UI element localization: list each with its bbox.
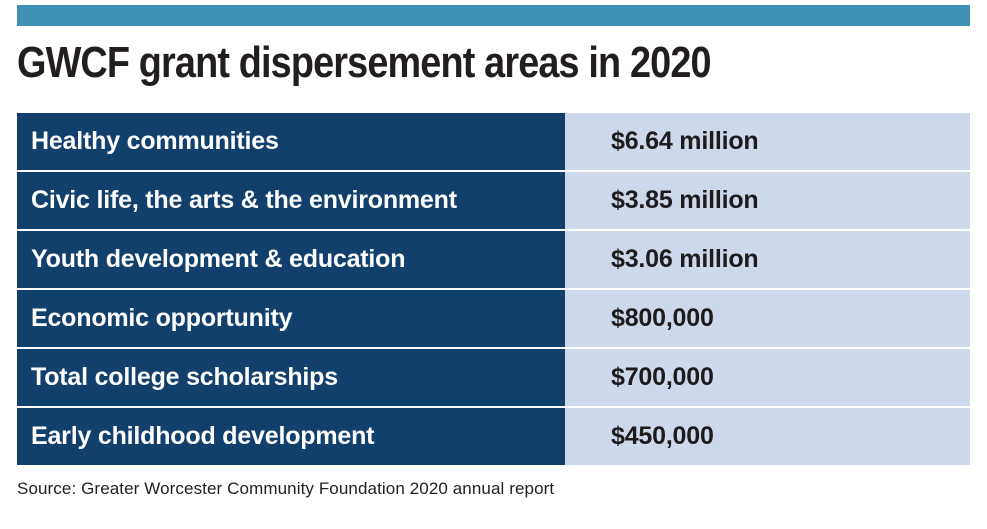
row-label: Healthy communities bbox=[17, 113, 565, 170]
row-label: Economic opportunity bbox=[17, 290, 565, 347]
row-value: $450,000 bbox=[565, 408, 970, 465]
table-row: Early childhood development $450,000 bbox=[17, 408, 970, 465]
row-label: Early childhood development bbox=[17, 408, 565, 465]
row-value: $6.64 million bbox=[565, 113, 970, 170]
grant-dispersement-table: Healthy communities $6.64 million Civic … bbox=[17, 113, 970, 465]
row-value: $700,000 bbox=[565, 349, 970, 406]
row-value: $3.85 million bbox=[565, 172, 970, 229]
table-row: Youth development & education $3.06 mill… bbox=[17, 231, 970, 288]
source-attribution: Source: Greater Worcester Community Foun… bbox=[17, 479, 555, 498]
table-row: Healthy communities $6.64 million bbox=[17, 113, 970, 170]
row-label: Youth development & education bbox=[17, 231, 565, 288]
table-row: Economic opportunity $800,000 bbox=[17, 290, 970, 347]
table-row: Total college scholarships $700,000 bbox=[17, 349, 970, 406]
page-title: GWCF grant dispersement areas in 2020 bbox=[17, 38, 970, 96]
row-label: Total college scholarships bbox=[17, 349, 565, 406]
page-title-text: GWCF grant dispersement areas in 2020 bbox=[17, 38, 712, 87]
row-label: Civic life, the arts & the environment bbox=[17, 172, 565, 229]
row-value: $800,000 bbox=[565, 290, 970, 347]
accent-bar bbox=[17, 5, 970, 26]
table-row: Civic life, the arts & the environment $… bbox=[17, 172, 970, 229]
infographic-container: GWCF grant dispersement areas in 2020 He… bbox=[17, 0, 970, 499]
row-value: $3.06 million bbox=[565, 231, 970, 288]
